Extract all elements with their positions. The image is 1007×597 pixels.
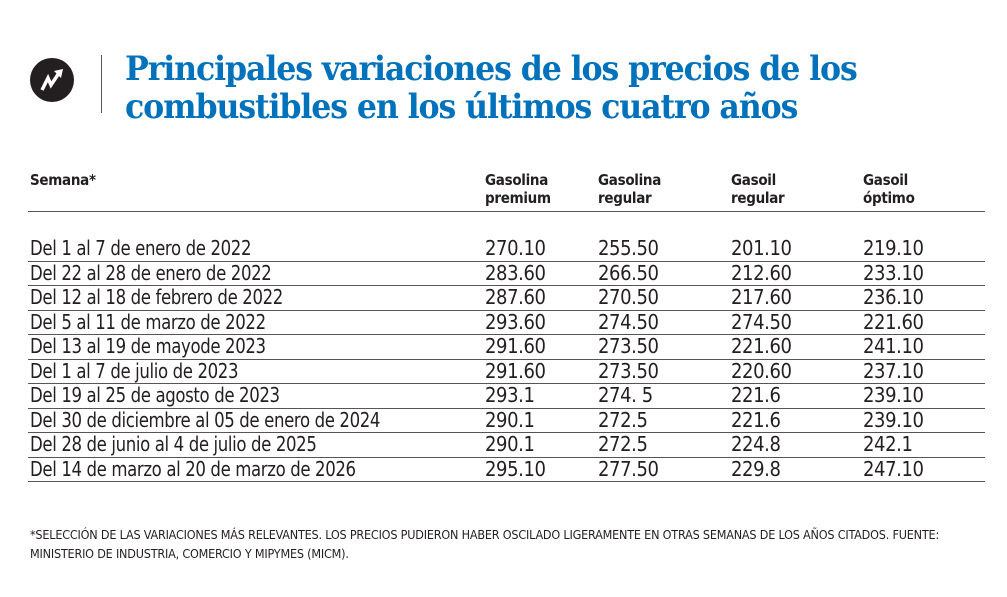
price-cell: 291.60: [485, 358, 546, 383]
row-divider: [28, 481, 985, 482]
price-cell: 272.5: [598, 432, 648, 456]
column-header: Gasoil óptimo: [863, 171, 915, 207]
table-row: Del 22 al 28 de enero de 2022 283.60 266.5…: [28, 261, 985, 286]
price-cell: 221.60: [863, 309, 924, 334]
row-divider: [28, 285, 985, 286]
week-cell: Del 14 de marzo al 20 de marzo de 2026: [30, 456, 356, 481]
trending-up-arrow-icon: [30, 58, 74, 102]
price-cell: 237.10: [863, 358, 924, 383]
price-cell: 293.1: [485, 383, 535, 407]
row-divider: [28, 432, 985, 433]
price-cell: 273.50: [598, 358, 659, 383]
price-cell: 270.10: [485, 236, 546, 260]
price-cell: 242.1: [863, 432, 913, 456]
table-row: Del 14 de marzo al 20 de marzo de 2026 29…: [28, 457, 985, 482]
price-cell: 221.60: [731, 334, 792, 358]
price-cell: 266.50: [598, 260, 659, 285]
price-cell: 291.60: [485, 334, 546, 358]
week-cell: Del 12 al 18 de febrero de 2022: [30, 285, 283, 309]
week-cell: Del 22 al 28 de enero de 2022: [30, 260, 272, 285]
price-cell: 283.60: [485, 260, 546, 285]
week-cell: Del 19 al 25 de agosto de 2023: [30, 383, 280, 407]
week-cell: Del 1 al 7 de julio de 2023: [30, 358, 239, 383]
price-cell: 290.1: [485, 432, 535, 456]
header-divider: [28, 211, 985, 212]
page-title: Principales variaciones de los precios d…: [125, 49, 858, 127]
column-header: Gasolina premium: [485, 171, 551, 207]
table-row: Del 13 al 19 de mayode 2023 291.60 273.50 2…: [28, 334, 985, 359]
price-cell: 229.8: [731, 456, 781, 481]
row-divider: [28, 383, 985, 384]
column-header: Gasolina regular: [598, 171, 662, 207]
price-cell: 233.10: [863, 260, 924, 285]
table-row: Del 30 de diciembre al 05 de enero de 20…: [28, 408, 985, 433]
price-cell: 272.5: [598, 407, 648, 432]
price-cell: 293.60: [485, 309, 546, 334]
price-cell: 274.50: [731, 309, 792, 334]
week-cell: Del 30 de diciembre al 05 de enero de 20…: [30, 407, 381, 432]
table-row: Del 19 al 25 de agosto de 2023 293.1 274. …: [28, 383, 985, 408]
price-cell: 221.6: [731, 383, 781, 407]
table-row: Del 5 al 11 de marzo de 2022 293.60 274.50…: [28, 310, 985, 335]
price-cell: 274. 5: [598, 383, 653, 407]
price-cell: 270.50: [598, 285, 659, 309]
price-cell: 247.10: [863, 456, 924, 481]
price-cell: 287.60: [485, 285, 546, 309]
price-cell: 239.10: [863, 407, 924, 432]
table-row: Del 12 al 18 de febrero de 2022 287.60 270…: [28, 285, 985, 310]
price-cell: 221.6: [731, 407, 781, 432]
price-cell: 217.60: [731, 285, 792, 309]
price-cell: 273.50: [598, 334, 659, 358]
week-cell: Del 1 al 7 de enero de 2022: [30, 236, 252, 260]
row-divider: [28, 407, 985, 409]
price-cell: 255.50: [598, 236, 659, 260]
week-cell: Del 5 al 11 de marzo de 2022: [30, 309, 266, 334]
column-header: Semana*: [30, 171, 96, 189]
footnote: *SELECCIÓN DE LAS VARIACIONES MÁS RELEVA…: [30, 527, 940, 561]
price-cell: 239.10: [863, 383, 924, 407]
row-divider: [28, 334, 985, 335]
table-row: Del 1 al 7 de enero de 2022 270.10 255.50 2…: [28, 236, 985, 261]
row-divider: [28, 456, 985, 458]
price-cell: 236.10: [863, 285, 924, 309]
table-row: Del 28 de junio al 4 de julio de 2025 290…: [28, 432, 985, 457]
price-cell: 290.1: [485, 407, 535, 432]
price-cell: 295.10: [485, 456, 546, 481]
week-cell: Del 28 de junio al 4 de julio de 2025: [30, 432, 317, 456]
price-cell: 219.10: [863, 236, 924, 260]
price-cell: 277.50: [598, 456, 659, 481]
row-divider: [28, 358, 985, 360]
price-cell: 241.10: [863, 334, 924, 358]
price-cell: 220.60: [731, 358, 792, 383]
price-cell: 212.60: [731, 260, 792, 285]
price-cell: 224.8: [731, 432, 781, 456]
table-row: Del 1 al 7 de julio de 2023 291.60 273.50 2…: [28, 359, 985, 384]
column-header: Gasoil regular: [731, 171, 785, 207]
divider: [101, 55, 102, 113]
price-cell: 274.50: [598, 309, 659, 334]
week-cell: Del 13 al 19 de mayode 2023: [30, 334, 266, 358]
price-cell: 201.10: [731, 236, 792, 260]
row-divider: [28, 309, 985, 311]
row-divider: [28, 260, 985, 262]
